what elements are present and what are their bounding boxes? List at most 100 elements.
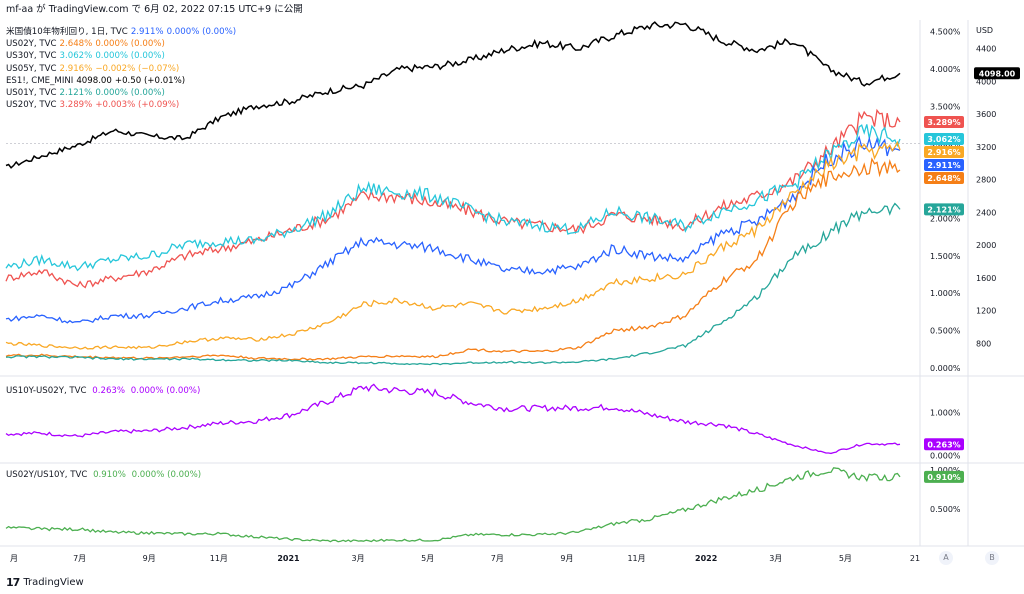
publish-header: mf-aa が TradingView.com で 6月 02, 2022 07…: [0, 0, 1024, 20]
tradingview-logo-icon: 17: [6, 576, 20, 589]
legend-symbol: US05Y, TVC: [6, 63, 57, 74]
series-line: [5, 108, 901, 289]
legend-row[interactable]: US05Y, TVC 2.916% −0.002% (−0.07%): [6, 63, 236, 75]
price-badge-bg: [924, 116, 964, 129]
usd-axis-tick: 2800: [976, 176, 996, 185]
pct-axis-tick: 0.500%: [930, 327, 961, 336]
series-line: [5, 202, 901, 366]
legend-symbol: US01Y, TVC: [6, 88, 57, 99]
tradingview-brand: TradingView: [23, 577, 84, 588]
price-badge-bg: [974, 67, 1020, 80]
time-axis-tick: 2022: [695, 554, 717, 563]
pct-axis-tick: 4.000%: [930, 65, 961, 74]
usd-axis-tick: 3200: [976, 143, 996, 152]
auto-scale-button[interactable]: A: [939, 551, 953, 565]
price-badge-label: 2.911%: [927, 161, 960, 170]
series-line: [5, 383, 901, 455]
legend-change: 0.000% (0.00%): [95, 39, 165, 50]
time-axis-tick: 3月: [352, 554, 365, 563]
b-button[interactable]: B: [985, 551, 999, 565]
price-badge-label: 4098.00: [979, 69, 1016, 78]
price-axis: 0.000%0.500%1.000%1.500%2.000%2.500%3.00…: [924, 26, 1020, 514]
legend-value: 3.289%: [59, 100, 93, 111]
legend-row[interactable]: US30Y, TVC 3.062% 0.000% (0.00%): [6, 50, 236, 62]
price-badge-bg: [924, 172, 964, 185]
usd-axis-title: USD: [976, 26, 993, 35]
legend-symbol: ES1!, CME_MINI: [6, 75, 74, 86]
ratio-pane-legend: US02Y/US10Y, TVC 0.910% 0.000% (0.00%): [6, 470, 201, 480]
price-badge-label: 0.263%: [927, 440, 960, 449]
footer[interactable]: 17 TradingView: [6, 574, 84, 592]
time-axis-tick: 21: [910, 554, 920, 563]
series-line: [5, 467, 901, 543]
time-axis-tick: 7月: [491, 554, 504, 563]
legend-row[interactable]: US01Y, TVC 2.121% 0.000% (0.00%): [6, 87, 236, 99]
ratio-axis-tick: 1.000%: [930, 466, 961, 475]
price-badge: 3.289%: [924, 116, 964, 129]
price-badge-label: 3.289%: [927, 118, 960, 127]
pct-axis-tick: 2.000%: [930, 214, 961, 223]
ratio-legend-symbol: US02Y/US10Y, TVC: [6, 470, 88, 480]
price-badge: 2.121%: [924, 203, 964, 216]
series-line: [5, 124, 901, 272]
spread-pane-legend: US10Y-US02Y, TVC 0.263% 0.000% (0.00%): [6, 386, 200, 396]
legend-row[interactable]: US20Y, TVC 3.289% +0.003% (+0.09%): [6, 99, 236, 111]
usd-axis-tick: 1200: [976, 307, 996, 316]
legend-change: −0.002% (−0.07%): [95, 63, 180, 74]
time-axis-tick: 7月: [73, 554, 86, 563]
usd-axis-tick: 3600: [976, 110, 996, 119]
pct-axis-tick: 4.500%: [930, 27, 961, 36]
price-badge: 2.916%: [924, 146, 964, 159]
price-badge-bg: [924, 133, 964, 146]
legend-value: 3.062%: [59, 51, 93, 62]
time-axis-tick: 11月: [210, 554, 228, 563]
pct-axis-tick: 3.500%: [930, 102, 961, 111]
legend-row[interactable]: ES1!, CME_MINI 4098.00 +0.50 (+0.01%): [6, 75, 236, 87]
time-axis-tick: 月: [10, 554, 18, 563]
price-badge: 3.062%: [924, 133, 964, 146]
price-badge-bg: [924, 159, 964, 172]
usd-axis-tick: 2400: [976, 208, 996, 217]
price-badge-label: 3.062%: [927, 135, 960, 144]
price-badge-bg: [924, 146, 964, 159]
usd-axis-tick: 1600: [976, 274, 996, 283]
price-badge-bg: [924, 438, 964, 451]
legend-row[interactable]: 米国債10年物利回り, 1日, TVC 2.911% 0.000% (0.00%): [6, 26, 236, 38]
price-badge-bg: [924, 470, 964, 483]
time-axis-tick: 11月: [627, 554, 645, 563]
legend-value: 2.911%: [130, 27, 164, 37]
ratio-axis-tick: 0.500%: [930, 505, 961, 514]
price-badge: 2.648%: [924, 172, 964, 185]
pct-axis-tick: 1.000%: [930, 289, 961, 298]
time-axis-tick: 3月: [769, 554, 782, 563]
time-axis-tick: 5月: [421, 554, 434, 563]
spread-legend-symbol: US10Y-US02Y, TVC: [6, 386, 87, 396]
main-pane-legend: 米国債10年物利回り, 1日, TVC 2.911% 0.000% (0.00%) U…: [6, 26, 236, 111]
legend-symbol: US20Y, TVC: [6, 100, 57, 111]
time-axis-tick: 9月: [560, 554, 573, 563]
legend-value: 2.916%: [59, 63, 93, 74]
price-badge: 0.910%: [924, 470, 964, 483]
time-axis-tick: 2021: [277, 554, 300, 563]
publish-header-text: mf-aa が TradingView.com で 6月 02, 2022 07…: [6, 4, 303, 15]
price-badge: 0.263%: [924, 438, 964, 451]
series-line: [5, 157, 901, 361]
ratio-legend-value: 0.910%: [93, 470, 126, 480]
price-badge-label: 2.121%: [927, 205, 960, 214]
legend-row[interactable]: US02Y, TVC 2.648% 0.000% (0.00%): [6, 38, 236, 50]
usd-axis-tick: 4400: [976, 45, 996, 54]
price-badge: 2.911%: [924, 159, 964, 172]
time-axis-tick: 5月: [839, 554, 852, 563]
pane-dividers: [0, 20, 1024, 547]
legend-symbol: US30Y, TVC: [6, 51, 57, 62]
price-badge-label: 2.916%: [927, 148, 960, 157]
ratio-legend-change: 0.000% (0.00%): [131, 470, 202, 480]
legend-value: 2.121%: [59, 88, 93, 99]
usd-axis-tick: 4000: [976, 77, 996, 86]
price-badge-bg: [924, 203, 964, 216]
auto-scale-label: A: [943, 553, 949, 562]
legend-symbol: 米国債10年物利回り, 1日, TVC: [6, 27, 128, 37]
pct-axis-tick: 1.500%: [930, 252, 961, 261]
price-badge-label: 0.910%: [927, 473, 960, 482]
